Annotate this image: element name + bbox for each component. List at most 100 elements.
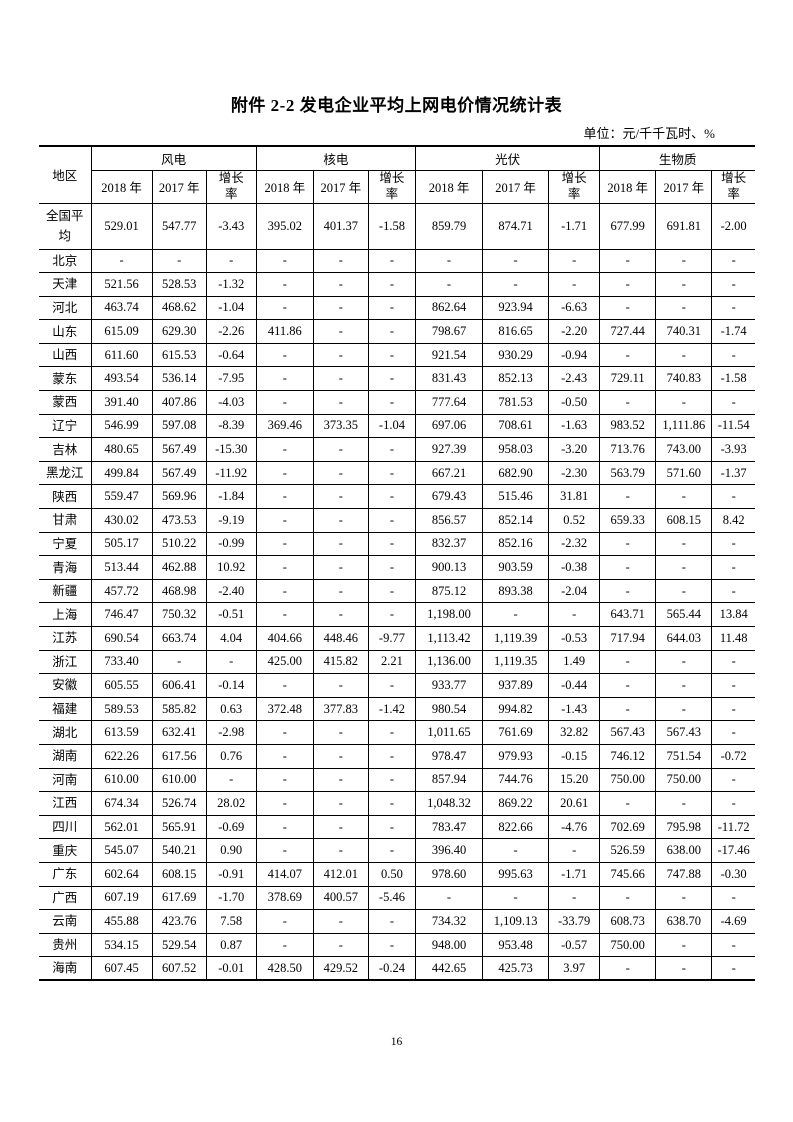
value-cell: -2.32	[548, 531, 601, 557]
value-cell: -	[151, 649, 207, 675]
value-cell: 32.82	[548, 720, 601, 745]
value-cell: -	[548, 838, 601, 863]
value-cell: -	[655, 342, 713, 368]
region-cell: 蒙西	[39, 390, 92, 415]
sub-header-cell: 2018 年	[91, 169, 153, 204]
value-cell: -	[711, 390, 755, 415]
value-cell: 852.13	[482, 366, 550, 392]
value-cell: -	[312, 342, 369, 368]
value-cell: 740.31	[655, 319, 713, 344]
value-cell: -	[711, 649, 755, 675]
value-cell: 795.98	[655, 814, 713, 840]
value-cell: 414.07	[255, 861, 314, 887]
table-row: 重庆 545.07 540.21 0.90- - -396.40- -526.59 638.0…	[39, 838, 755, 863]
value-cell: 822.66	[482, 814, 550, 840]
value-cell: -	[312, 295, 369, 321]
value-cell: -2.43	[548, 366, 601, 392]
value-cell: -1.84	[205, 484, 257, 510]
value-cell: -	[655, 555, 713, 580]
region-cell: 海南	[39, 956, 92, 981]
table-row: 蒙东 493.54 536.14 -7.95- - -831.43 852.13 -2.43 7…	[39, 366, 755, 392]
value-cell: -	[312, 909, 369, 934]
value-cell: -	[205, 649, 257, 675]
value-cell: -	[312, 319, 369, 344]
value-cell: -	[711, 531, 755, 557]
value-cell: 567.49	[151, 460, 207, 486]
value-cell: 667.21	[414, 460, 484, 486]
value-cell: -	[312, 390, 369, 415]
value-cell: 875.12	[414, 578, 484, 604]
table-row: 陕西 559.47 569.96 -1.84- - -679.43 515.46 31.81-…	[39, 484, 755, 510]
value-cell: 734.32	[414, 909, 484, 934]
value-cell: -	[711, 885, 755, 911]
table-row: 北京 - - - - - - - - - - - -	[39, 248, 755, 274]
value-cell: 11.48	[711, 626, 755, 651]
value-cell: -1.04	[367, 413, 416, 439]
value-cell: -	[205, 248, 257, 274]
value-cell: -11.92	[205, 460, 257, 486]
value-cell: -1.58	[367, 202, 416, 250]
value-cell: 10.92	[205, 555, 257, 580]
value-cell: -	[312, 366, 369, 392]
value-cell: 534.15	[90, 932, 153, 958]
table-row: 宁夏 505.17 510.22 -0.99- - -832.37 852.16 -2.32-…	[39, 531, 755, 557]
value-cell: -	[367, 932, 416, 958]
value-cell: -	[655, 248, 713, 274]
value-cell: -	[367, 295, 416, 321]
value-cell: -	[599, 484, 657, 510]
value-cell: 404.66	[255, 626, 314, 651]
value-cell: 3.97	[548, 956, 601, 981]
value-cell: -1.63	[548, 413, 601, 439]
value-cell: 412.01	[312, 861, 369, 887]
value-cell: 455.88	[90, 909, 153, 934]
value-cell: -	[255, 342, 314, 368]
group-header-4: 生物质	[599, 145, 755, 171]
value-cell: -	[367, 508, 416, 533]
value-cell: -0.50	[548, 390, 601, 415]
page-number: 16	[390, 1036, 403, 1048]
value-cell: -	[414, 272, 484, 297]
value-cell: -0.38	[548, 555, 601, 580]
value-cell: -	[711, 248, 755, 274]
value-cell: -	[367, 909, 416, 934]
value-cell: 617.56	[151, 743, 207, 769]
region-cell: 北京	[39, 248, 92, 274]
value-cell: -	[655, 791, 713, 816]
value-cell: 948.00	[414, 932, 484, 958]
table-row: 江西 674.34 526.74 28.02- - -1,048.32 869.22 20.6…	[39, 791, 755, 816]
table-row: 福建 589.53 585.82 0.63 372.48 377.83 -1.42 980.5…	[39, 696, 755, 722]
value-cell: -	[367, 578, 416, 604]
value-cell: 743.00	[655, 437, 713, 462]
value-cell: 505.17	[90, 531, 153, 557]
region-cell: 四川	[39, 814, 92, 840]
region-cell: 上海	[39, 602, 92, 627]
value-cell: -	[367, 814, 416, 840]
value-cell: -	[255, 932, 314, 958]
value-cell: 903.59	[482, 555, 550, 580]
value-cell: -	[711, 578, 755, 604]
value-cell: -0.91	[205, 861, 257, 887]
value-cell: 937.89	[482, 673, 550, 698]
value-cell: 608.73	[599, 909, 657, 934]
value-cell: -	[711, 720, 755, 745]
value-cell: 515.46	[482, 484, 550, 510]
value-cell: -0.44	[548, 673, 601, 698]
value-cell: -	[367, 720, 416, 745]
value-cell: -	[711, 767, 755, 793]
value-cell: -	[599, 272, 657, 297]
value-cell: 862.64	[414, 295, 484, 321]
value-cell: -4.69	[711, 909, 755, 934]
value-cell: -8.39	[205, 413, 257, 439]
value-cell: -4.76	[548, 814, 601, 840]
value-cell: 697.06	[414, 413, 484, 439]
value-cell: -0.15	[548, 743, 601, 769]
table-body: 全国平均 529.01 547.77 -3.43 395.02 401.37 -1.58 85…	[39, 202, 755, 981]
value-cell: -	[599, 696, 657, 722]
value-cell: 708.61	[482, 413, 550, 439]
table-row: 河南 610.00 610.00- - - -857.94 744.76 15.20 750.0…	[39, 767, 755, 793]
value-cell: 995.63	[482, 861, 550, 887]
value-cell: 547.77	[151, 202, 207, 250]
value-cell: 480.65	[90, 437, 153, 462]
value-cell: -	[367, 248, 416, 274]
value-cell: 663.74	[151, 626, 207, 651]
